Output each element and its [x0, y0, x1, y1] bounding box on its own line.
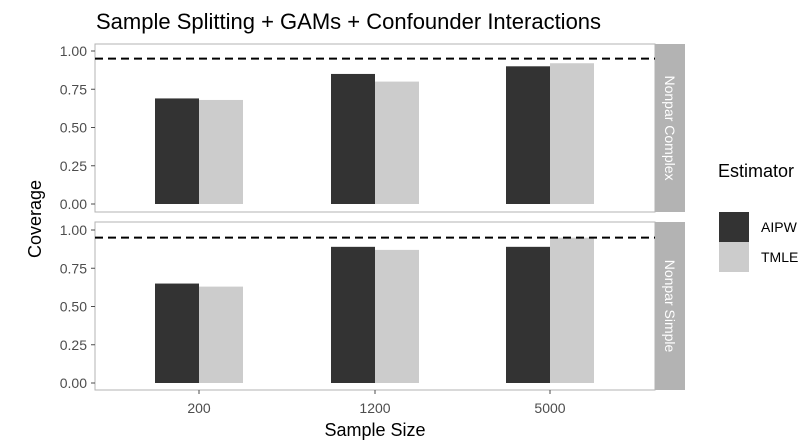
y-tick-label: 0.00 [60, 375, 87, 391]
bar-aipw-5000 [506, 66, 550, 204]
legend-swatch-tmle [719, 242, 749, 272]
bar-tmle-200 [199, 286, 243, 383]
y-tick-label: 1.00 [60, 43, 87, 59]
y-tick-label: 0.75 [60, 81, 87, 97]
x-tick-label: 5000 [534, 400, 565, 416]
bar-aipw-200 [155, 98, 199, 204]
y-tick-label: 0.25 [60, 158, 87, 174]
y-tick-label: 0.25 [60, 337, 87, 353]
bar-tmle-200 [199, 99, 243, 204]
legend-layer: AIPW TMLE [719, 212, 798, 272]
y-tick-label: 0.00 [60, 196, 87, 212]
bar-tmle-1200 [375, 249, 419, 383]
bar-aipw-1200 [331, 73, 375, 204]
legend-swatch-aipw [719, 212, 749, 242]
facet-strip [655, 222, 685, 390]
y-tick-label: 0.50 [60, 299, 87, 315]
bar-aipw-5000 [506, 246, 550, 383]
y-tick-label: 1.00 [60, 222, 87, 238]
x-tick-label: 1200 [359, 400, 390, 416]
legend-title: Estimator [718, 161, 794, 181]
facet-strip-label: Nonpar Complex [662, 75, 678, 180]
facet-strip-label: Nonpar Simple [662, 260, 678, 353]
facet-strip [655, 44, 685, 212]
bar-tmle-5000 [550, 63, 594, 204]
bar-tmle-5000 [550, 237, 594, 383]
x-tick-layer: 200 1200 5000 [187, 390, 566, 416]
y-tick-label: 0.50 [60, 120, 87, 136]
legend-label-aipw: AIPW [761, 219, 798, 235]
bar-aipw-1200 [331, 246, 375, 383]
facet-panel-2: 0.00 0.25 0.50 0.75 1.00 Nonpar Simple [60, 221, 685, 391]
y-axis-title: Coverage [25, 180, 45, 258]
bar-tmle-1200 [375, 81, 419, 204]
facet-panel-1: 0.00 0.25 0.50 0.75 1.00 Nonpar Complex [60, 43, 685, 213]
chart-title: Sample Splitting + GAMs + Confounder Int… [96, 9, 601, 34]
x-tick-label: 200 [187, 400, 211, 416]
bar-aipw-200 [155, 283, 199, 383]
legend-label-tmle: TMLE [761, 249, 798, 265]
y-tick-label: 0.75 [60, 260, 87, 276]
x-axis-title: Sample Size [324, 420, 425, 440]
